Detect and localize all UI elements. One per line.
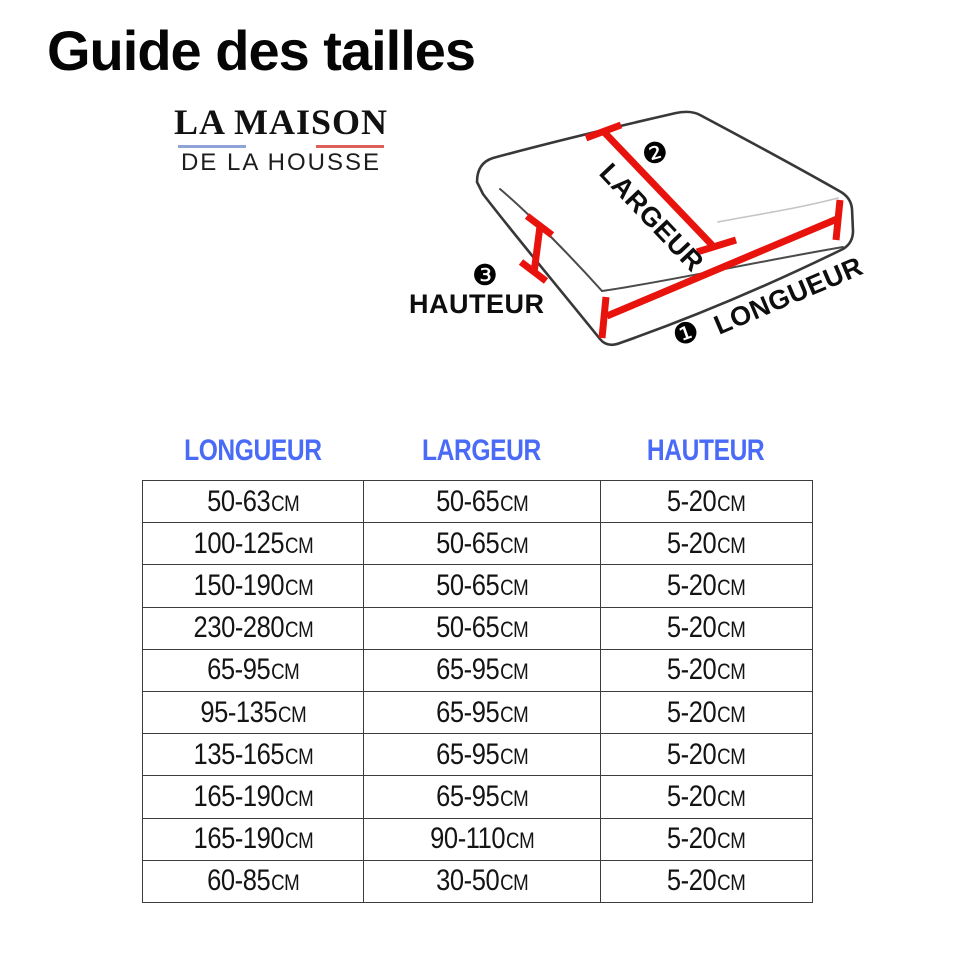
cell-longueur: 230-280CM	[142, 606, 364, 650]
cell-largeur: 50-65CM	[363, 479, 601, 524]
cell-hauteur: 5-20CM	[600, 606, 813, 650]
cell-largeur: 90-110CM	[363, 817, 601, 861]
size-table-row: 65-95CM 65-95CM 5-20CM	[142, 648, 813, 692]
flag-gap-segment	[246, 145, 316, 148]
cell-hauteur: 5-20CM	[600, 479, 813, 524]
cell-hauteur: 5-20CM	[600, 690, 813, 735]
cell-hauteur: 5-20CM	[600, 733, 813, 777]
size-table-row: 150-190CM 50-65CM 5-20CM	[142, 564, 813, 608]
size-table-row: 165-190CM 65-95CM 5-20CM	[142, 775, 813, 819]
cell-longueur: 150-190CM	[142, 564, 364, 608]
cell-longueur: 165-190CM	[142, 817, 364, 861]
largeur-measure-line	[584, 121, 738, 256]
column-header-hauteur: HAUTEUR	[647, 434, 765, 467]
cell-hauteur: 5-20CM	[600, 564, 813, 608]
hauteur-measure-line	[518, 213, 555, 284]
column-header-longueur: LONGUEUR	[183, 434, 322, 467]
cushion-measurement-diagram: ❷ LARGEUR ❸ HAUTEUR ❶ LONGUEUR	[400, 95, 910, 400]
cell-hauteur: 5-20CM	[600, 859, 813, 903]
cell-hauteur: 5-20CM	[600, 522, 813, 566]
cell-longueur: 100-125CM	[142, 522, 364, 566]
size-table-row: 165-190CM 90-110CM 5-20CM	[142, 817, 813, 861]
size-table-row: 50-63CM 50-65CM 5-20CM	[142, 479, 813, 524]
cell-longueur: 95-135CM	[142, 690, 364, 735]
cushion-left-seam	[499, 188, 603, 292]
brand-subtitle: DE LA HOUSSE	[180, 149, 382, 176]
column-header-largeur: LARGEUR	[422, 434, 541, 467]
cell-largeur: 65-95CM	[363, 648, 601, 692]
flag-red-segment	[316, 145, 384, 148]
badge-1-icon: ❶	[668, 313, 704, 354]
cell-largeur: 50-65CM	[363, 564, 601, 608]
cell-longueur: 50-63CM	[142, 479, 364, 524]
measurement-lines	[518, 121, 844, 339]
cell-hauteur: 5-20CM	[600, 817, 813, 861]
cell-largeur: 30-50CM	[363, 859, 601, 903]
page-title: Guide des tailles	[47, 19, 476, 82]
cell-longueur: 165-190CM	[142, 775, 364, 819]
cell-longueur: 65-95CM	[142, 648, 364, 692]
size-table-body: 50-63CM 50-65CM 5-20CM 100-125CM 50-65CM…	[142, 479, 813, 903]
cell-largeur: 50-65CM	[363, 522, 601, 566]
size-table-row: 100-125CM 50-65CM 5-20CM	[142, 522, 813, 566]
cell-hauteur: 5-20CM	[600, 648, 813, 692]
badge-3-icon: ❸	[472, 258, 498, 292]
cell-largeur: 65-95CM	[363, 690, 601, 735]
size-table: 50-63CM 50-65CM 5-20CM 100-125CM 50-65CM…	[142, 479, 813, 903]
cell-largeur: 50-65CM	[363, 606, 601, 650]
cushion-edge-highlight	[717, 197, 839, 223]
size-table-row: 95-135CM 65-95CM 5-20CM	[142, 690, 813, 735]
size-table-row: 135-165CM 65-95CM 5-20CM	[142, 733, 813, 777]
longueur-measure-line	[598, 199, 844, 339]
diagram-label-hauteur: HAUTEUR	[409, 289, 545, 319]
brand-flag-divider	[178, 145, 384, 148]
cell-largeur: 65-95CM	[363, 733, 601, 777]
cell-longueur: 60-85CM	[142, 859, 364, 903]
brand-name: LA MAISON	[173, 102, 389, 142]
cell-largeur: 65-95CM	[363, 775, 601, 819]
size-table-header: LONGUEUR LARGEUR HAUTEUR	[142, 434, 812, 468]
size-table-row: 60-85CM 30-50CM 5-20CM	[142, 859, 813, 903]
cell-longueur: 135-165CM	[142, 733, 364, 777]
brand-logo: LA MAISON DE LA HOUSSE	[168, 104, 394, 175]
size-table-row: 230-280CM 50-65CM 5-20CM	[142, 606, 813, 650]
cell-hauteur: 5-20CM	[600, 775, 813, 819]
flag-blue-segment	[178, 145, 246, 148]
